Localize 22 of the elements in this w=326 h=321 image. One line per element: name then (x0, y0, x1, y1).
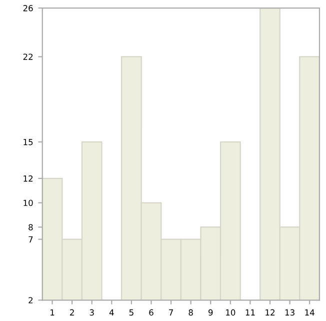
x-tick-label: 8 (188, 309, 193, 316)
x-tick-label: 6 (149, 309, 154, 316)
y-tick-label: 22 (23, 54, 33, 60)
x-tick-label: 2 (70, 309, 74, 316)
y-tick-label: 10 (24, 200, 33, 206)
y-tick-label: 8 (28, 224, 33, 230)
y-tick-label: 2 (28, 297, 33, 304)
x-tick-label: 10 (226, 309, 236, 316)
y-tick-label: 15 (24, 139, 33, 146)
x-tick-label: 13 (285, 309, 294, 316)
x-tick-label: 5 (129, 309, 134, 316)
x-tick-label: 12 (266, 309, 274, 316)
x-tick-label: 9 (208, 309, 213, 316)
y-tick-label: 12 (24, 175, 33, 182)
x-tick-label: 7 (169, 309, 173, 316)
x-tick-label: 11 (246, 309, 255, 316)
x-tick-label: 4 (109, 309, 114, 316)
y-tick-label: 7 (28, 236, 33, 242)
x-tick-label: 3 (90, 309, 94, 316)
x-tick-label: 1 (50, 309, 54, 316)
x-tick-label: 14 (305, 309, 314, 316)
y-tick-label: 26 (23, 5, 33, 12)
